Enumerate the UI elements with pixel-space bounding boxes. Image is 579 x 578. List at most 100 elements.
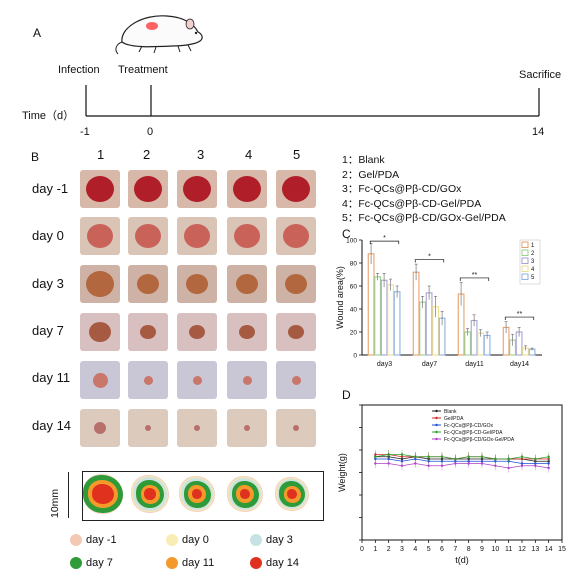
data-point [454, 462, 457, 465]
tick-label-minus1: -1 [80, 126, 90, 138]
bar [464, 331, 471, 356]
y-axis-label: Wound area(%) [335, 266, 345, 329]
x-tick-label: 8 [467, 546, 471, 553]
wound-photo [80, 409, 120, 447]
legend-marker [435, 416, 438, 420]
legend-marker [435, 409, 438, 413]
wound-photo [276, 361, 316, 399]
x-tick-label: 7 [453, 546, 457, 553]
wound-photo [227, 217, 267, 255]
data-point [494, 457, 497, 461]
bar [412, 271, 420, 356]
data-point [400, 453, 404, 456]
legend-label: 1 [531, 243, 535, 249]
significance-label: * [428, 254, 431, 261]
wound-photo [177, 265, 217, 303]
group-legend-item: 3：Fc-QCs@Pβ-CD/GOx [342, 183, 462, 196]
legend-label: Fc-QCs@Pβ-CD-Gel/PDA [444, 430, 503, 436]
row-label-day-3: day 3 [32, 276, 64, 291]
legend-marker [435, 437, 438, 441]
time-axis-label: Time（d） [22, 110, 75, 122]
data-point [467, 455, 470, 458]
wound-overlay-strip [82, 471, 324, 521]
row-label-day-11: day 11 [32, 370, 71, 385]
tick-label-14: 14 [532, 126, 545, 138]
wound-spot [94, 422, 106, 434]
infection-label: Infection [58, 64, 100, 76]
data-point [534, 457, 537, 461]
significance-label: ** [517, 311, 523, 318]
x-tick-label: 1 [373, 546, 377, 553]
x-tick-label: 10 [491, 546, 499, 553]
wound-spot [87, 224, 113, 248]
wound-photo [276, 409, 316, 447]
group-legend: 1：Blank 2：Gel/PDA 3：Fc-QCs@Pβ-CD/GOx 4：F… [342, 153, 506, 226]
wound-spot [233, 176, 261, 202]
bar [387, 284, 394, 356]
overlay-legend-day-11: day 11 [166, 557, 214, 570]
group-legend-item: 1：Blank [342, 154, 385, 166]
wound-spot [137, 274, 159, 294]
wound-spot [293, 425, 299, 431]
wound-spot [242, 375, 252, 385]
data-point [400, 464, 404, 467]
wound-photo [227, 170, 267, 208]
data-point [440, 455, 444, 458]
legend-label: Gel/PDA [444, 416, 464, 422]
y-tick-label: 20 [350, 330, 358, 337]
significance-bracket [504, 316, 535, 321]
wound-photo [128, 361, 168, 399]
column-label-2: 2 [143, 147, 151, 162]
x-tick-label: 12 [518, 546, 526, 553]
bar [425, 292, 433, 356]
column-label-3: 3 [197, 147, 205, 162]
legend-label: Fc-QCs@Pβ-CD/GOx-Gel/PDA [444, 437, 515, 443]
wound-spot [183, 176, 211, 202]
bar [419, 301, 426, 356]
mouse-illustration [115, 15, 203, 55]
overlay-contour [144, 488, 156, 500]
series-line [375, 458, 549, 464]
wound-spot [236, 274, 258, 294]
scale-bar [68, 472, 69, 518]
wound-photo [128, 170, 168, 208]
overlay-legend-day-0: day 0 [166, 534, 209, 547]
data-point [387, 462, 390, 465]
y-tick-label: 80 [350, 261, 358, 268]
weight-chart: 0 1 2 3 4 5 6 7 8 9 10 11 12 13 14 15t(d)Weight(g)Blank… [337, 404, 566, 565]
x-axis-label: t(d) [455, 555, 469, 565]
data-point [374, 462, 377, 465]
data-point [427, 464, 430, 467]
wound-photo [128, 409, 168, 447]
legend-swatch [521, 257, 529, 264]
x-tick-label: day7 [422, 361, 437, 368]
wound-photo [80, 217, 120, 255]
wound-spot [89, 322, 111, 342]
legend-swatch [521, 241, 529, 248]
treatment-label: Treatment [118, 64, 168, 76]
x-tick-label: 11 [505, 546, 512, 553]
row-label-day-14: day 14 [32, 418, 72, 433]
data-point [534, 464, 537, 467]
y-tick-label: 100 [346, 238, 357, 245]
x-tick-label: day11 [465, 361, 484, 368]
legend-swatch [521, 249, 529, 256]
series-line [375, 463, 549, 469]
data-point [507, 457, 510, 461]
wound-photo [177, 409, 217, 447]
sacrifice-label: Sacrifice [519, 69, 562, 81]
y-axis-label: Weight(g) [337, 453, 347, 492]
overlay-legend-day-14: day 14 [250, 557, 299, 570]
column-label-1: 1 [97, 147, 105, 162]
data-point [467, 462, 470, 465]
wound-spot [92, 372, 108, 388]
data-point [520, 464, 524, 467]
wound-photo [177, 361, 217, 399]
wound-photo [80, 361, 120, 399]
bar [374, 276, 381, 356]
x-tick-label: 14 [545, 546, 553, 553]
wound-spot [134, 176, 162, 202]
data-point [387, 453, 390, 456]
y-tick-label: 60 [350, 284, 358, 291]
data-point [480, 462, 484, 465]
